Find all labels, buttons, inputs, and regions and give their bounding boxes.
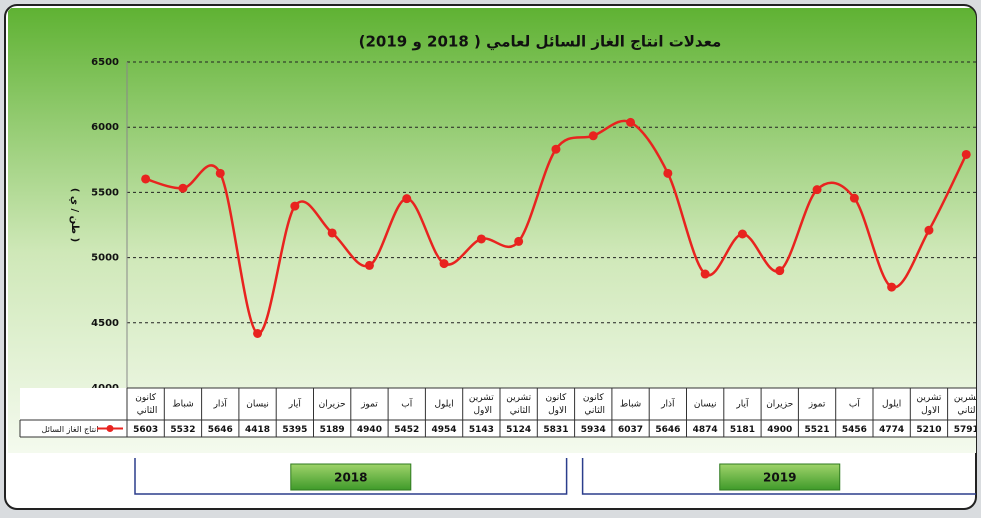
year-badge	[719, 463, 841, 491]
legend-marker	[106, 425, 114, 432]
data-point	[775, 266, 785, 276]
data-point	[514, 236, 524, 246]
background	[8, 8, 976, 453]
data-point	[551, 144, 561, 154]
data-point	[476, 234, 486, 244]
x-tick-label: ايلول	[434, 400, 453, 410]
y-tick-label: 5000	[91, 253, 119, 264]
data-point	[626, 117, 636, 127]
x-tick-label: حزيران	[766, 400, 793, 410]
data-point	[700, 269, 710, 279]
x-tick-label: شباط	[172, 400, 193, 410]
data-label: 5452	[394, 425, 419, 435]
year-bracket	[581, 458, 976, 495]
data-label: 5646	[655, 425, 680, 435]
x-tick-label: آذار	[660, 398, 675, 410]
x-tick-label: تموز	[360, 400, 378, 410]
data-label: 4774	[879, 425, 904, 435]
data-label: 5395	[282, 425, 307, 435]
data-point	[588, 131, 598, 141]
y-axis-label: ( طن / ي )	[69, 188, 80, 242]
year-label: 2018	[334, 471, 367, 485]
data-label: 5532	[170, 425, 195, 435]
data-point	[737, 229, 747, 239]
x-tick-label: نيسان	[694, 400, 717, 410]
data-point	[402, 194, 412, 204]
data-label: 5456	[842, 425, 867, 435]
data-label: 5210	[916, 425, 941, 435]
x-tick-label: تشرين الثاني	[506, 393, 531, 416]
x-tick-label: تشرين الثاني	[954, 393, 979, 416]
x-tick-label: شباط	[620, 400, 641, 410]
year-badge	[290, 463, 412, 491]
x-tick-label: كانون الاول	[545, 393, 567, 416]
data-point	[663, 168, 673, 178]
data-label: 5791	[954, 425, 979, 435]
x-tick-label: آيار	[288, 398, 302, 410]
data-label: 4874	[693, 425, 718, 435]
data-point	[849, 193, 859, 203]
data-point	[364, 260, 374, 270]
data-point	[887, 282, 897, 292]
y-tick-label: 5500	[91, 187, 119, 198]
x-tick-label: تموز	[808, 400, 826, 410]
x-tick-label: نيسان	[246, 400, 269, 410]
data-point	[961, 149, 971, 159]
x-tick-label: كانون الثاني	[134, 393, 158, 416]
data-point	[924, 225, 934, 235]
data-label: 5646	[208, 425, 233, 435]
y-tick-label: 6500	[91, 57, 119, 68]
y-tick-label: 4500	[91, 318, 119, 329]
year-bracket	[134, 458, 568, 495]
series-line	[145, 119, 968, 335]
x-tick-label: تشرين الاول	[469, 393, 494, 416]
data-label: 5521	[805, 425, 830, 435]
data-label: 5603	[133, 425, 158, 435]
data-point	[215, 168, 225, 178]
year-label: 2019	[763, 471, 796, 485]
data-label: 4954	[432, 425, 457, 435]
data-label: 5934	[581, 425, 606, 435]
data-label: 5143	[469, 425, 494, 435]
table-bg	[20, 388, 976, 437]
x-tick-label: حزيران	[319, 400, 346, 410]
data-label: 4418	[245, 425, 270, 435]
data-label: 5831	[543, 425, 568, 435]
data-point	[178, 183, 188, 193]
chart-title: معدلات انتاج الغاز السائل لعامي ( 2018 و…	[359, 33, 722, 51]
data-point	[141, 174, 151, 184]
data-point	[253, 328, 263, 338]
data-point	[327, 228, 337, 238]
x-tick-label: آب	[401, 398, 412, 410]
x-tick-label: آب	[849, 398, 860, 410]
x-tick-label: آيار	[735, 398, 749, 410]
data-point	[439, 259, 449, 269]
data-point	[290, 201, 300, 211]
x-tick-label: ايلول	[882, 400, 901, 410]
data-label: 5181	[730, 425, 755, 435]
data-label: 5189	[320, 425, 345, 435]
data-label: 5124	[506, 425, 531, 435]
x-tick-label: تشرين الاول	[917, 393, 942, 416]
data-label: 4900	[767, 425, 792, 435]
data-label: 4940	[357, 425, 382, 435]
legend-label: انتاج الغاز السائل	[42, 425, 99, 434]
y-tick-label: 6000	[91, 122, 119, 133]
x-tick-label: كانون الثاني	[581, 393, 605, 416]
data-point	[812, 185, 822, 195]
data-label: 6037	[618, 425, 643, 435]
x-tick-label: آذار	[213, 398, 228, 410]
